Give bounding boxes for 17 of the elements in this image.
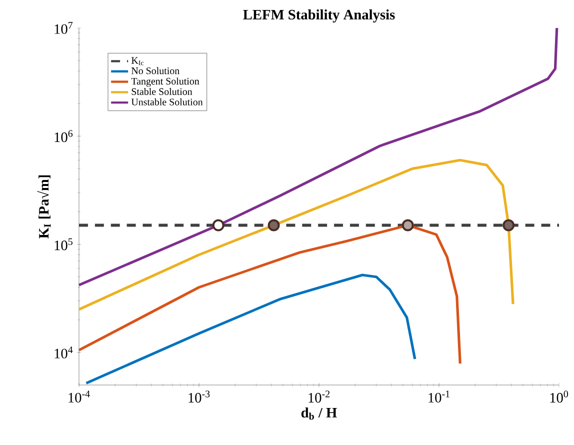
x-tick-label: 10$^{-4}$	[68, 390, 90, 403]
y-tick-label: 10$^{6}$	[54, 130, 73, 142]
y-tick-label: 10$^{4}$	[54, 346, 73, 358]
x-tick-label: 10$^{-2}$	[308, 390, 330, 403]
legend-label: Unstable Solution	[131, 98, 203, 106]
x-axis-title: d$_{b}$ / H	[301, 407, 337, 420]
y-tick-label: 10$^{5}$	[54, 238, 72, 250]
legend-label: No Solution	[131, 67, 180, 74]
x-tick-label: 10$^{0}$	[550, 390, 568, 403]
legend-label: K$_{Ic}$	[131, 57, 144, 66]
legend-label: Tangent Solution	[131, 78, 200, 87]
x-tick-label: 10$^{-1}$	[428, 390, 450, 403]
y-tick-label: 10$^{7}$	[54, 22, 73, 34]
legend-label: Stable Solution	[132, 88, 192, 95]
x-tick-label: 10$^{-3}$	[188, 390, 210, 403]
chart-title: LEFM Stability Analysis	[243, 9, 395, 22]
y-axis-title: K$_{I}$ [Pa√m]	[37, 175, 51, 238]
